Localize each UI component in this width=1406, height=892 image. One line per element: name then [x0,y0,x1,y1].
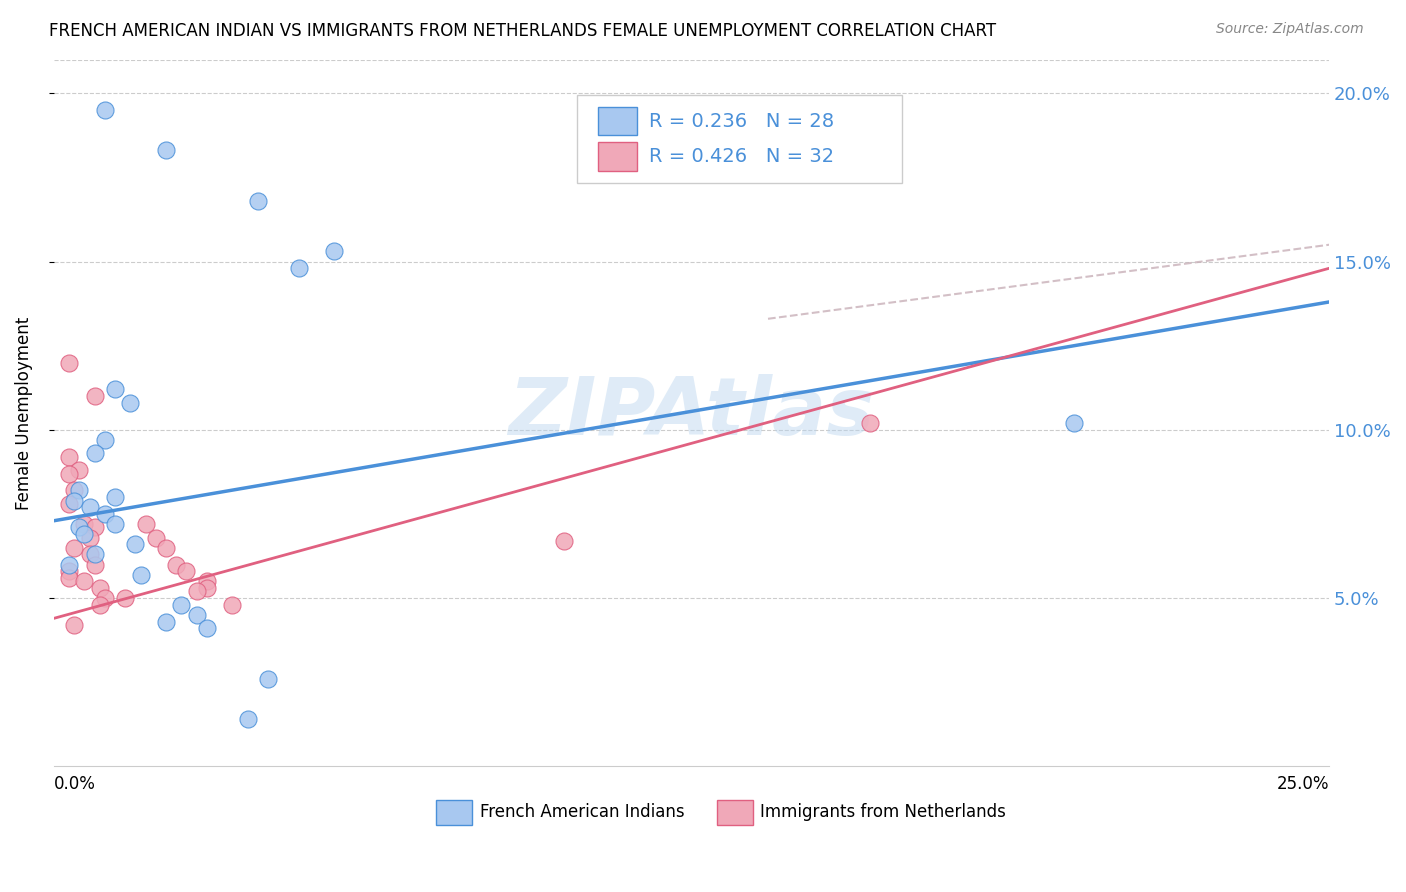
Text: ZIPAtlas: ZIPAtlas [509,374,875,452]
Point [94,103,117,117]
Point [859,416,882,430]
Point [104,517,127,532]
Text: R = 0.236   N = 28: R = 0.236 N = 28 [650,112,835,130]
Text: 25.0%: 25.0% [1277,775,1329,793]
Point [124,537,146,551]
Point [257,672,280,686]
Point [94,433,117,447]
FancyBboxPatch shape [599,143,637,170]
Text: French American Indians: French American Indians [479,804,685,822]
Point [186,607,208,622]
Text: Immigrants from Netherlands: Immigrants from Netherlands [761,804,1007,822]
Text: Source: ZipAtlas.com: Source: ZipAtlas.com [1216,22,1364,37]
Point [176,564,198,578]
Point [236,712,259,726]
Point [79,500,101,515]
FancyBboxPatch shape [599,107,637,136]
Point [67,520,90,534]
Point [73,574,96,589]
Point [195,581,218,595]
Point [63,493,86,508]
Point [83,389,105,403]
Text: FRENCH AMERICAN INDIAN VS IMMIGRANTS FROM NETHERLANDS FEMALE UNEMPLOYMENT CORREL: FRENCH AMERICAN INDIAN VS IMMIGRANTS FRO… [49,22,997,40]
FancyBboxPatch shape [717,800,752,825]
Point [145,531,167,545]
Point [89,598,111,612]
Point [186,584,208,599]
FancyBboxPatch shape [576,95,901,183]
Point [114,591,136,606]
Point [63,541,86,555]
Point [89,581,111,595]
Point [165,558,187,572]
Point [1063,416,1085,430]
Point [155,541,177,555]
Point [83,558,105,572]
Point [73,517,96,532]
Point [67,483,90,498]
Point [287,261,309,276]
Point [58,571,80,585]
Point [155,615,177,629]
Y-axis label: Female Unemployment: Female Unemployment [15,317,32,509]
Point [135,517,157,532]
Point [104,383,127,397]
Point [246,194,269,208]
Point [94,591,117,606]
Point [79,531,101,545]
Point [221,598,243,612]
Point [73,527,96,541]
Point [58,558,80,572]
Point [83,520,105,534]
Point [79,548,101,562]
FancyBboxPatch shape [436,800,472,825]
Point [58,467,80,481]
Point [94,507,117,521]
Point [58,564,80,578]
Text: R = 0.426   N = 32: R = 0.426 N = 32 [650,147,835,166]
Point [195,622,218,636]
Point [323,244,346,259]
Point [67,463,90,477]
Point [195,574,218,589]
Point [63,483,86,498]
Point [58,497,80,511]
Point [553,533,575,548]
Point [155,144,177,158]
Point [63,618,86,632]
Text: 0.0%: 0.0% [53,775,96,793]
Point [120,396,142,410]
Point [104,490,127,504]
Point [58,450,80,464]
Point [129,567,152,582]
Point [58,355,80,369]
Point [83,548,105,562]
Point [83,446,105,460]
Point [170,598,193,612]
